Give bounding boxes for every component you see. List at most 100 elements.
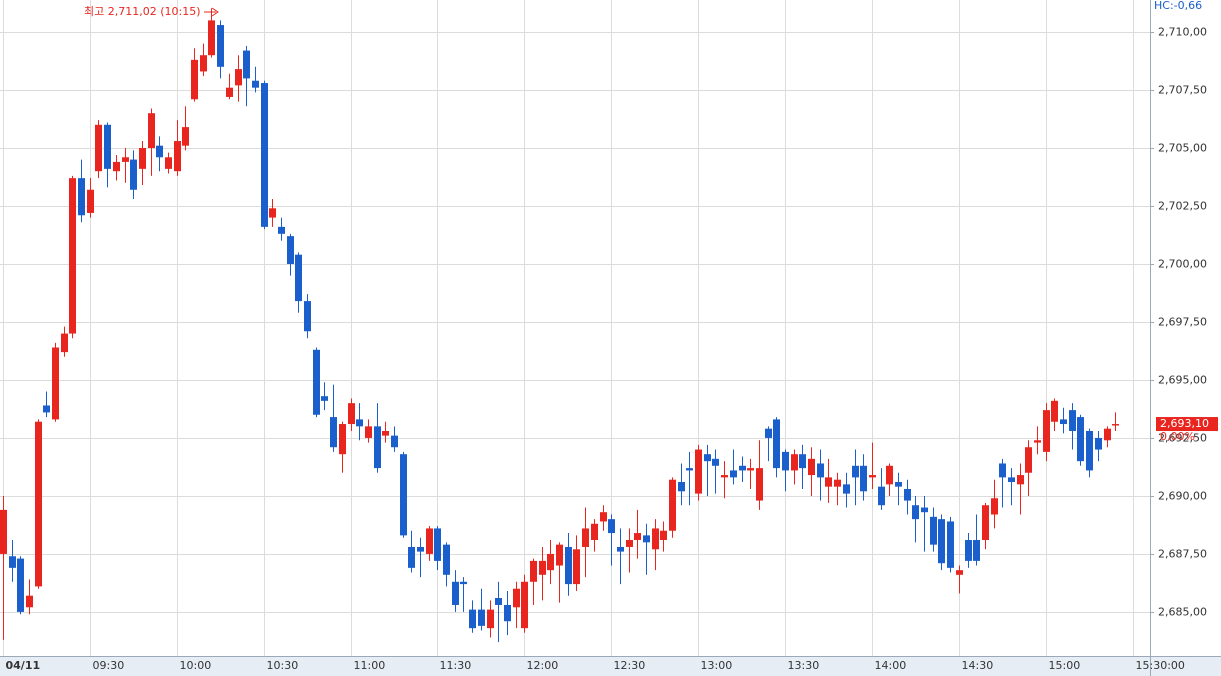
candle-body — [721, 475, 728, 478]
candle-body — [704, 454, 711, 462]
candle-body — [773, 419, 780, 469]
candle-body — [269, 208, 276, 218]
candle-body — [208, 20, 215, 56]
candle-body — [217, 25, 224, 67]
candle-body — [0, 509, 7, 554]
candle-body — [9, 556, 16, 568]
candle-body — [287, 236, 294, 264]
candle-body — [739, 465, 746, 471]
candle-body — [374, 426, 381, 469]
candle-body — [130, 159, 137, 190]
candle-body — [78, 178, 85, 216]
high-annotation: 최고 2,711,02 (10:15) — [84, 5, 201, 18]
candle-body — [513, 588, 520, 608]
candle-body — [1086, 430, 1093, 471]
candle-body — [886, 465, 893, 485]
candle-body — [530, 560, 537, 582]
candle-body — [356, 419, 363, 427]
candle-body — [252, 80, 259, 88]
candle-body — [139, 147, 146, 169]
x-axis-band — [0, 656, 1221, 676]
candle-body — [678, 482, 685, 492]
candle-body — [912, 505, 919, 520]
candle-body — [556, 544, 563, 566]
y-tick-label: 2,692,50 — [1158, 432, 1207, 445]
candle-body — [712, 458, 719, 466]
x-tick-label: 10:00 — [180, 659, 212, 672]
annotation-arrowhead — [211, 7, 219, 17]
y-tick-label: 2,705,00 — [1158, 142, 1207, 155]
candle-body — [747, 468, 754, 471]
candle-body — [895, 482, 902, 487]
candle-body — [765, 428, 772, 438]
candle-body — [730, 470, 737, 478]
candle-body — [921, 507, 928, 513]
y-tick-label: 2,695,00 — [1158, 374, 1207, 387]
candle-body — [1025, 447, 1032, 473]
candle-body — [17, 558, 24, 612]
candle-body — [321, 396, 328, 401]
candle-body — [382, 430, 389, 436]
candle-body — [782, 451, 789, 471]
candle-body — [600, 512, 607, 522]
candle-body — [87, 189, 94, 213]
candle-body — [1112, 424, 1119, 426]
y-tick-label: 2,697,50 — [1158, 316, 1207, 329]
candle-body — [339, 424, 346, 455]
candle-body — [443, 544, 450, 575]
y-tick-label: 2,685,00 — [1158, 606, 1207, 619]
candle-body — [304, 301, 311, 332]
candle-body — [191, 59, 198, 100]
y-tick-label: 2,700,00 — [1158, 258, 1207, 271]
x-tick-label: 11:30 — [440, 659, 472, 672]
candle-body — [825, 477, 832, 487]
x-tick-label: 15:30:00 — [1136, 659, 1185, 672]
candle-body — [200, 55, 207, 72]
candle-body — [95, 124, 102, 172]
candle-body — [973, 540, 980, 561]
candle-body — [626, 540, 633, 547]
candle-body — [860, 465, 867, 492]
last-price-box — [1156, 417, 1218, 432]
candle-body — [695, 449, 702, 494]
candle-body — [348, 403, 355, 425]
candle-body — [669, 479, 676, 531]
candle-body — [156, 145, 163, 158]
candle-body — [521, 581, 528, 629]
candle-body — [565, 546, 572, 585]
candle-body — [69, 178, 76, 334]
candle-body — [487, 609, 494, 629]
candle-body — [999, 463, 1006, 478]
candle-body — [1051, 400, 1058, 422]
candle-body — [660, 530, 667, 541]
candle-body — [956, 570, 963, 575]
candle-body — [104, 124, 111, 169]
candle-body — [1095, 437, 1102, 450]
candle-body — [61, 333, 68, 353]
candle-body — [426, 528, 433, 554]
change-label: 0,00% — [1160, 430, 1195, 443]
candle-body — [148, 113, 155, 148]
x-tick-label: 13:00 — [701, 659, 733, 672]
y-tick-label: 2,690,00 — [1158, 490, 1207, 503]
candle-body — [852, 465, 859, 478]
candle-body — [391, 435, 398, 448]
candle-body — [982, 505, 989, 541]
candle-body — [295, 254, 302, 302]
x-tick-label: 11:00 — [354, 659, 386, 672]
candle-body — [1060, 419, 1067, 425]
candle-body — [26, 595, 33, 608]
candle-body — [495, 598, 502, 605]
candle-body — [278, 226, 285, 234]
x-tick-label: 14:30 — [962, 659, 994, 672]
hc-label: HC:-0,66 — [1154, 0, 1202, 12]
candle-body — [1069, 410, 1076, 431]
x-tick-label: 10:30 — [267, 659, 299, 672]
candle-body — [808, 458, 815, 476]
candle-body — [834, 479, 841, 487]
candle-body — [799, 454, 806, 469]
candle-body — [174, 141, 181, 172]
candle-body — [434, 528, 441, 561]
